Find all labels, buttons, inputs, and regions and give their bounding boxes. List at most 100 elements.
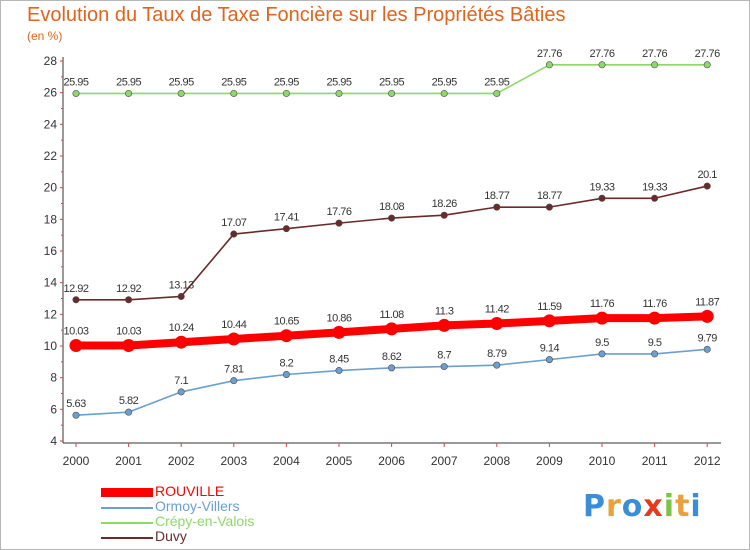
data-labels: 5.63 5.82 7.1 7.81 8.2 8.45 8.62 8.7 8.79 9.14 9.5…: [63, 48, 720, 410]
y-tick-label: 18: [44, 212, 58, 226]
data-label: 10.65: [274, 316, 299, 328]
chart-title: Evolution du Taux de Taxe Foncière sur l…: [27, 4, 566, 26]
unit-label: (en %): [27, 29, 63, 43]
y-tick-label: 12: [44, 307, 58, 321]
data-point: [388, 214, 396, 222]
data-label: 27.76: [695, 48, 720, 60]
data-point: [72, 296, 80, 304]
y-tick-label: 14: [44, 276, 58, 290]
data-point: [703, 61, 711, 69]
proxiti-logo: Proxiti: [583, 489, 702, 524]
data-label: 25.95: [221, 76, 246, 88]
data-label: 18.08: [379, 201, 404, 213]
x-tick-label: 2000: [63, 454, 90, 468]
data-point: [648, 311, 662, 325]
data-label: 18.26: [432, 198, 457, 210]
data-point: [598, 61, 606, 69]
data-label: 12.92: [63, 283, 88, 295]
data-label: 13.13: [169, 279, 194, 291]
data-label: 10.03: [116, 326, 141, 338]
data-label: 8.45: [329, 354, 349, 366]
data-label: 10.24: [169, 322, 194, 334]
y-tick-label: 28: [44, 54, 58, 68]
data-point: [545, 203, 553, 211]
data-point: [335, 89, 343, 97]
data-point: [177, 292, 185, 300]
y-tick-label: 24: [44, 117, 58, 131]
data-label: 25.95: [379, 76, 404, 88]
data-point: [493, 89, 501, 97]
legend-label: Ormoy-Villers: [155, 498, 240, 514]
data-label: 5.63: [66, 398, 86, 410]
data-point: [332, 325, 346, 339]
legend-label: Duvy: [155, 528, 187, 544]
data-point: [282, 370, 290, 378]
logo-letter: t: [675, 489, 691, 524]
x-tick-label: 2008: [483, 454, 510, 468]
data-point: [279, 329, 293, 343]
data-label: 11.87: [695, 296, 720, 308]
data-label: 11.08: [379, 309, 404, 321]
data-label: 25.95: [326, 76, 351, 88]
series-duvy: [72, 182, 711, 304]
legend-label: Crépy-en-Valois: [155, 513, 255, 529]
data-label: 7.81: [224, 364, 244, 376]
data-point: [440, 211, 448, 219]
data-label: 10.03: [63, 326, 88, 338]
x-tick-label: 2009: [536, 454, 563, 468]
y-tick-label: 20: [44, 181, 58, 195]
data-label: 11.59: [537, 301, 562, 313]
data-point: [388, 364, 396, 372]
y-tick-label: 22: [44, 149, 58, 163]
x-tick-label: 2007: [431, 454, 458, 468]
data-label: 25.95: [484, 76, 509, 88]
data-point: [177, 388, 185, 396]
data-point: [703, 345, 711, 353]
x-tick-label: 2004: [273, 454, 300, 468]
data-label: 20.1: [697, 169, 717, 181]
data-label: 8.2: [280, 358, 294, 370]
y-tick-label: 8: [50, 371, 57, 385]
data-point: [545, 356, 553, 364]
data-point: [230, 89, 238, 97]
axes: 4 6 8 10 12 14 16 18 20 22 24 26 28 2000 2001 2002 2003 2…: [44, 54, 721, 468]
y-tick-label: 4: [50, 434, 57, 448]
y-tick-label: 26: [44, 86, 58, 100]
data-point: [598, 194, 606, 202]
x-tick-label: 2002: [168, 454, 195, 468]
data-point: [282, 225, 290, 233]
x-tick-label: 2011: [642, 454, 668, 468]
data-label: 12.92: [116, 283, 141, 295]
data-label: 17.76: [326, 206, 351, 218]
data-point: [125, 408, 133, 416]
legend-label: ROUVILLE: [155, 483, 225, 499]
legend-swatch: [101, 507, 153, 509]
logo-letter: r: [606, 489, 622, 524]
data-point: [493, 203, 501, 211]
data-label: 5.82: [119, 395, 139, 407]
data-point: [440, 363, 448, 371]
data-label: 11.76: [642, 298, 667, 310]
data-label: 25.95: [116, 76, 141, 88]
data-label: 17.07: [221, 217, 246, 229]
data-label: 9.14: [540, 343, 560, 355]
data-label: 7.1: [174, 375, 188, 387]
data-point: [651, 194, 659, 202]
logo-letter: P: [583, 489, 606, 524]
legend-swatch: [101, 488, 153, 497]
data-point: [598, 350, 606, 358]
data-point: [69, 339, 83, 353]
data-label: 19.33: [642, 181, 667, 193]
data-point: [437, 318, 451, 332]
series-layer: [69, 61, 714, 419]
data-point: [440, 89, 448, 97]
data-label: 18.77: [484, 190, 509, 202]
x-tick-label: 2012: [694, 454, 721, 468]
y-tick-label: 16: [44, 244, 58, 258]
logo-letter: o: [621, 489, 644, 524]
logo-letter: x: [643, 489, 664, 524]
y-tick-label: 6: [50, 402, 57, 416]
data-point: [72, 89, 80, 97]
